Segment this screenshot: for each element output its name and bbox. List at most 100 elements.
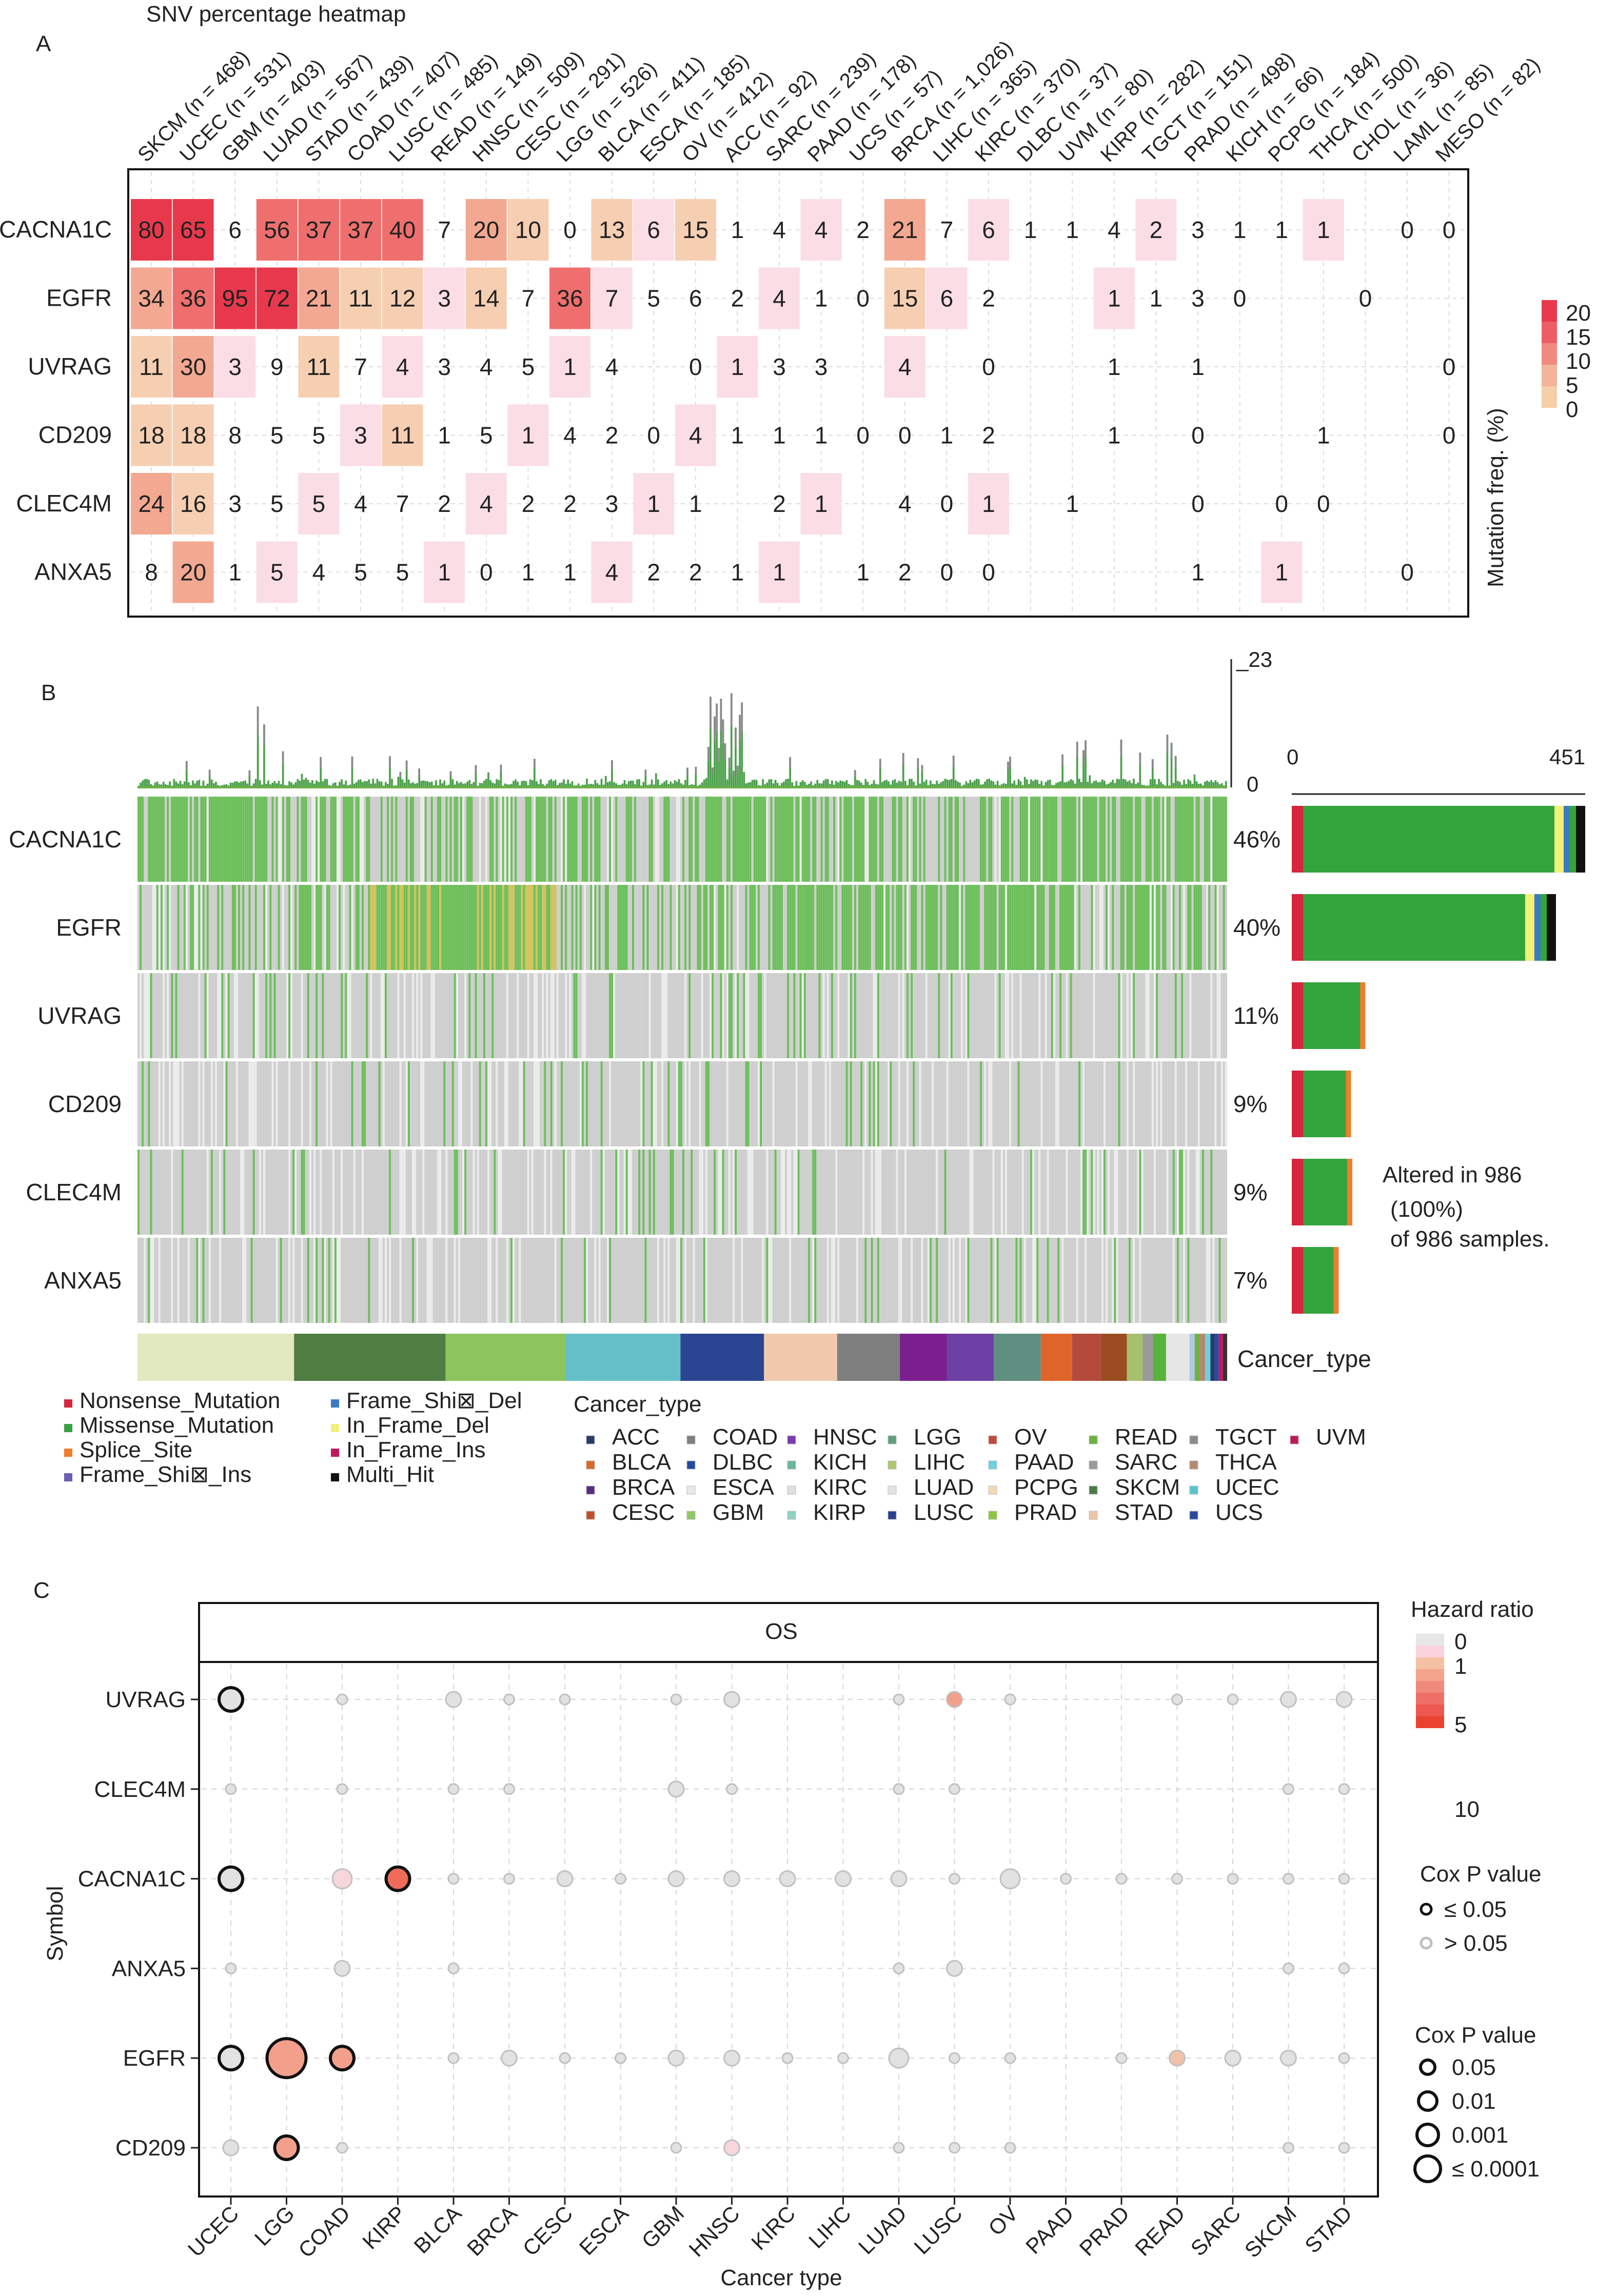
- tmb-bar: [1181, 784, 1183, 787]
- oncoprint-cell: [772, 885, 775, 970]
- oncoprint-cell: [424, 1150, 427, 1235]
- oncoprint-cell: [1002, 885, 1005, 970]
- oncoprint-cell: [917, 1061, 919, 1146]
- oncoprint-cell: [286, 797, 288, 882]
- oncoprint-cell: [548, 973, 550, 1058]
- oncoprint-cell: [502, 1238, 504, 1323]
- oncoprint-cell: [1187, 885, 1190, 970]
- oncoprint-cell: [282, 973, 284, 1058]
- bubble-x-label: COAD: [293, 2201, 354, 2262]
- heatmap-cell: [465, 473, 507, 535]
- oncoprint-cell: [483, 1150, 485, 1235]
- size-legend-label: 0.01: [1452, 2089, 1496, 2114]
- oncoprint-cell: [420, 1238, 423, 1323]
- oncoprint-cell: [297, 1150, 299, 1235]
- oncoprint-percentages: 46%40%11%9%9%7%: [1233, 826, 1280, 1294]
- oncoprint-cell: [420, 797, 423, 882]
- heatmap-cell-value: 0: [1401, 216, 1414, 243]
- tmb-bar: [389, 756, 391, 787]
- oncoprint-cell: [839, 797, 842, 882]
- oncoprint-cell: [194, 1061, 196, 1146]
- oncoprint-cell: [619, 1150, 622, 1235]
- oncoprint-cell: [210, 885, 213, 970]
- oncoprint-cell: [326, 1150, 328, 1235]
- oncoprint-cell: [1028, 973, 1030, 1058]
- side-bar: [1292, 982, 1366, 1049]
- oncoprint-cell: [215, 973, 218, 1058]
- oncoprint-cell: [416, 1150, 419, 1235]
- oncoprint-cell: [898, 1150, 900, 1235]
- oncoprint-cell: [988, 1238, 991, 1323]
- oncoprint-cell: [810, 1238, 813, 1323]
- oncoprint-cell: [370, 1238, 372, 1323]
- tmb-bar: [710, 697, 712, 787]
- oncoprint-cell: [259, 885, 261, 970]
- oncoprint-cell: [961, 973, 963, 1058]
- oncoprint-cell: [489, 1238, 492, 1323]
- oncoprint-cell: [655, 885, 657, 970]
- tmb-bar: [705, 778, 707, 787]
- oncoprint-cell: [405, 1238, 408, 1323]
- oncoprint-cell: [896, 1061, 898, 1146]
- tmb-bar: [449, 771, 452, 787]
- oncoprint-cell: [273, 797, 276, 882]
- oncoprint-cell: [1053, 1061, 1055, 1146]
- oncoprint-cell: [1074, 1238, 1076, 1323]
- cancer-legend-swatch: [988, 1460, 997, 1470]
- oncoprint-cell: [401, 797, 404, 882]
- tmb-bar: [513, 781, 515, 787]
- oncoprint-cell: [573, 1238, 576, 1323]
- oncoprint-cell: [435, 797, 437, 882]
- oncoprint-cell: [462, 973, 465, 1058]
- oncoprint-cell: [1218, 973, 1221, 1058]
- oncoprint-cell: [368, 885, 370, 970]
- oncoprint-cell: [278, 797, 280, 882]
- bubble: [1283, 2142, 1294, 2154]
- oncoprint-cell: [890, 885, 892, 970]
- tmb-bar: [341, 779, 343, 787]
- oncoprint-cell: [854, 885, 856, 970]
- oncoprint-cell: [1220, 1061, 1223, 1146]
- oncoprint-cell: [1189, 973, 1192, 1058]
- oncoprint-cell: [661, 1061, 664, 1146]
- oncoprint-cell: [1210, 973, 1213, 1058]
- oncoprint-cell: [875, 1150, 877, 1235]
- tmb-bar: [177, 783, 180, 787]
- oncoprint-cell: [494, 973, 496, 1058]
- oncoprint-cell: [418, 1150, 421, 1235]
- oncoprint-cell: [900, 797, 902, 882]
- oncoprint-cell: [1034, 885, 1037, 970]
- oncoprint-cell: [911, 797, 913, 882]
- oncoprint-cell: [563, 885, 565, 970]
- oncoprint-cell: [611, 797, 614, 882]
- tmb-bar-segment: [418, 768, 421, 776]
- oncoprint-cell: [1101, 1238, 1103, 1323]
- oncoprint-cell: [629, 1061, 632, 1146]
- oncoprint-cell: [967, 1061, 970, 1146]
- oncoprint-cell: [137, 885, 140, 970]
- heatmap-cell-value: 21: [892, 216, 918, 243]
- tmb-bar: [483, 780, 485, 787]
- oncoprint-cell: [1040, 973, 1043, 1058]
- oncoprint-cell: [1030, 973, 1032, 1058]
- oncoprint-cell: [799, 973, 802, 1058]
- oncoprint-cell: [204, 885, 207, 970]
- heatmap-cell: [298, 473, 340, 535]
- oncoprint-cell: [487, 885, 490, 970]
- bubble: [1171, 1873, 1183, 1885]
- tmb-bar: [885, 780, 888, 787]
- tmb-bar: [380, 781, 383, 787]
- oncoprint-cell: [443, 885, 446, 970]
- tmb-bar: [667, 784, 670, 787]
- oncoprint-cell: [975, 973, 978, 1058]
- oncoprint-cell: [1080, 797, 1082, 882]
- oncoprint-cell: [190, 1150, 192, 1235]
- oncoprint-cell: [1118, 797, 1120, 882]
- oncoprint-cell: [1070, 885, 1072, 970]
- oncoprint-cell: [1005, 885, 1007, 970]
- oncoprint-cell: [768, 797, 771, 882]
- oncoprint-cell: [347, 885, 349, 970]
- tmb-bar: [215, 781, 217, 787]
- oncoprint-gene-label: CLEC4M: [26, 1179, 122, 1205]
- oncoprint-cell: [994, 1061, 997, 1146]
